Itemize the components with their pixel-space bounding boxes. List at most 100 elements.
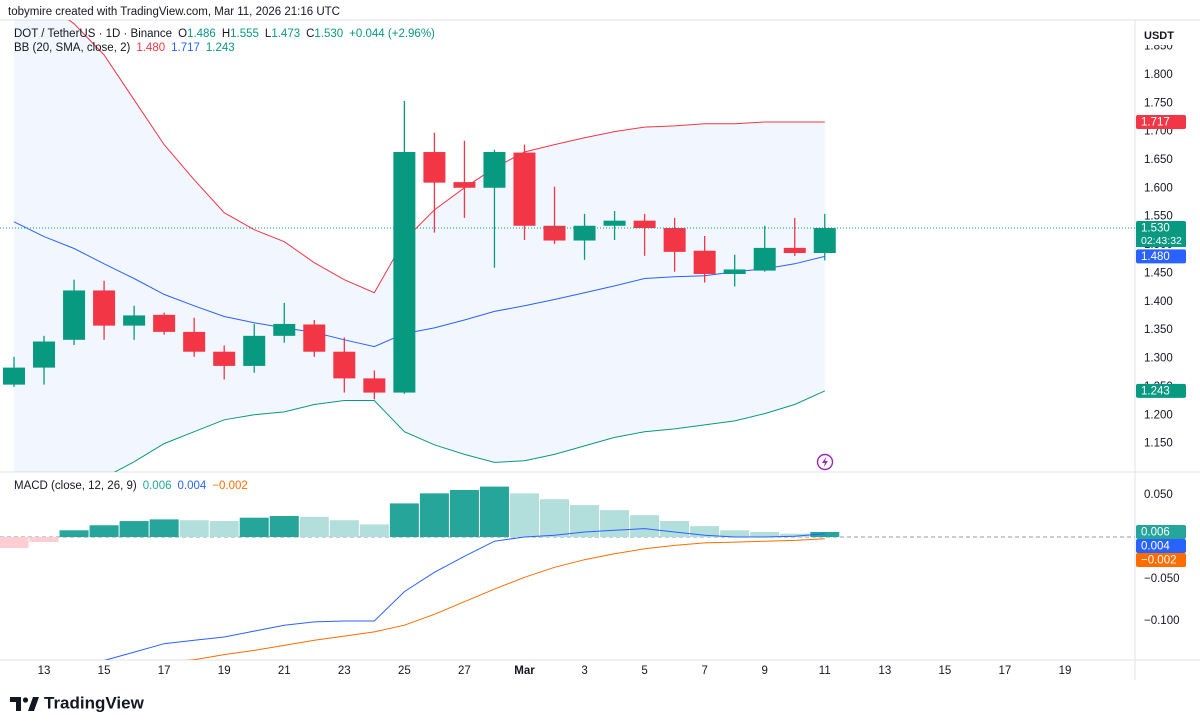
caption: tobymire created with TradingView.com, M… [8,6,340,18]
indicator-value: 1.717 [171,42,200,54]
axis-tag [1136,249,1186,264]
candle-body [393,152,416,393]
candle-body [723,269,746,274]
candle-body [693,250,716,274]
axes: 13 15 17 19 21 23 25 27 Mar 3 5 7 9 11 13 15 17 19 1.150 1.… [38,27,1197,677]
x-tick-label: 21 [278,665,291,677]
macd-value: 0.004 [178,480,207,492]
x-tick-label: 15 [938,665,951,677]
macd-histogram-bar [119,521,149,538]
macd-histogram-bar [810,531,840,538]
macd-histogram-bar [600,510,630,538]
candle-body [783,247,806,254]
candle-body [543,225,566,241]
candle-body [33,341,56,368]
ohlc-key: H [222,28,230,40]
change-value: +0.044 (+2.96%) [349,28,435,40]
indicator-name: BB (20, SMA, close, 2) [14,42,130,54]
candle-body [753,247,776,271]
indicator-value: 1.243 [206,42,235,54]
y-tick-label: −0.050 [1144,573,1180,585]
countdown-label: 02:43:32 [1141,235,1182,247]
macd-histogram-bar [419,493,449,538]
candle-body [573,225,596,241]
macd-value: −0.002 [212,480,248,492]
macd-signal-line [184,538,825,660]
candle-body [453,182,476,188]
x-tick-label: 3 [581,665,587,677]
macd-histogram-bar [479,486,509,538]
axis-tag-label: 1.480 [1141,251,1170,263]
x-tick-label: Mar [514,665,535,677]
candle-body [603,220,626,226]
macd-histogram-bar [59,530,89,538]
x-tick-label: 9 [762,665,768,677]
bb-upper-line [68,20,825,294]
candle-body [153,314,176,332]
macd-histogram-bar [540,499,570,538]
candle-body [303,324,326,352]
macd-histogram-bar [389,503,419,538]
candle-body [93,290,116,326]
ohlc-key: O [178,28,187,40]
y-tick-label: 1.200 [1144,409,1173,421]
candle-body [123,315,146,326]
legend: DOT / TetherUS · 1D · Binance O1.486 H1.55… [14,28,435,492]
y-tick-label: 1.150 [1144,438,1173,450]
ohlc-value: 1.486 [187,28,216,40]
x-tick-label: 19 [1059,665,1072,677]
ohlc-value: 1.555 [230,28,259,40]
macd-macd-line [104,528,825,660]
candle-body [633,220,656,229]
macd-histogram-bar [0,537,29,548]
countdown-tag [1136,234,1186,248]
macd-histogram-bar [750,531,780,538]
ohlc-value: 1.530 [314,28,343,40]
brand-logo [10,697,39,711]
legend-line: BB (20, SMA, close, 2) 1.480 1.717 1.243 [14,42,235,54]
x-tick-label: 13 [878,665,891,677]
axis-tag-label: −0.002 [1141,555,1177,567]
macd-histogram-bar [29,537,59,543]
legend-line: DOT / TetherUS · 1D · Binance O1.486 H1.55… [14,28,435,40]
y-tick-label: 1.650 [1144,154,1173,166]
ohlc-value: 1.473 [271,28,300,40]
macd-histogram-bar [329,520,359,538]
axis-tag [1136,538,1186,553]
bb-basis-line [13,221,825,348]
candle-body [3,367,25,385]
x-tick-label: 5 [641,665,647,677]
macd-histogram-bar [239,517,269,538]
macd-histogram-bar [449,489,479,538]
brand-name: TradingView [44,693,145,712]
y-tick-label: 1.800 [1144,69,1173,81]
x-tick-label: 23 [338,665,351,677]
macd-histogram-bar [179,520,209,538]
x-tick-label: 17 [158,665,171,677]
macd-value: 0.006 [143,480,172,492]
axis-tag-label: 1.717 [1141,116,1170,128]
macd-histogram-bar [149,519,179,538]
currency-bg [1137,27,1197,45]
y-tick-label: 1.350 [1144,324,1173,336]
alert-icon[interactable] [816,453,834,471]
macd-histogram-bar [720,530,750,538]
y-tick-label: 1.750 [1144,97,1173,109]
candle-body [273,323,296,336]
bb-lower-line [113,390,826,472]
macd-histogram-bar [209,521,239,538]
candle-body [663,228,686,252]
macd-histogram-bar [780,533,810,538]
axis-tag-label: 0.004 [1141,541,1170,553]
macd-pane [0,486,840,660]
axis-tag [1136,383,1186,398]
axis-tag [1136,552,1186,567]
x-tick-label: 19 [218,665,231,677]
symbol-name: DOT / TetherUS · 1D · Binance [14,28,172,40]
indicator-value: 1.480 [136,42,165,54]
axis-tag [1136,524,1186,539]
x-tick-label: 15 [98,665,111,677]
y-tick-label: 1.300 [1144,353,1173,365]
